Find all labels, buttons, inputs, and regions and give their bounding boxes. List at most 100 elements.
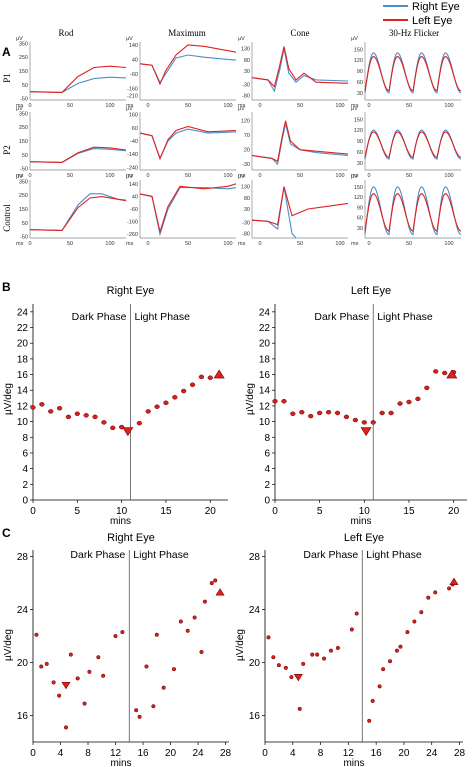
data-point [161, 685, 166, 690]
xtick-label: 4 [290, 748, 296, 759]
ytick-label: 250 [19, 55, 28, 61]
ytick-label: 24 [17, 605, 29, 616]
xtick-label: 15 [160, 506, 172, 517]
data-point [290, 411, 296, 417]
xtick-label: 50 [406, 103, 412, 109]
trace-right-eye [251, 186, 297, 239]
xtick-label: 0 [367, 103, 370, 109]
x-unit-label: ms [238, 173, 246, 179]
data-point [419, 610, 424, 615]
data-point [44, 661, 49, 666]
data-point [310, 652, 315, 657]
xtick-label: 28 [454, 748, 466, 759]
ytick-label: 120 [354, 58, 363, 64]
data-point [207, 375, 213, 380]
ytick-label: 80 [244, 58, 250, 64]
ytick-label: 150 [354, 47, 363, 53]
ytick-label: 50 [22, 153, 28, 159]
data-point [172, 395, 178, 400]
data-point [57, 693, 62, 698]
ytick-label: 80 [244, 196, 250, 202]
data-point [433, 369, 439, 374]
ytick-label: 24 [259, 307, 271, 318]
x-axis-label: mins [350, 516, 371, 527]
xtick-label: 20 [448, 506, 460, 517]
title-c-left-eye: Left Eye [344, 532, 384, 544]
ytick-label: 10 [259, 417, 271, 428]
ytick-label: -80 [242, 232, 250, 238]
ytick-label: 6 [22, 448, 28, 459]
ytick-label: 20 [17, 339, 29, 350]
x-unit-label: ms [238, 241, 246, 247]
xtick-label: 0 [146, 103, 149, 109]
data-point [82, 701, 87, 706]
trace-right-eye [139, 187, 237, 237]
x-axis-label: mins [343, 758, 364, 767]
trace-right-eye [251, 123, 349, 166]
data-point [397, 401, 403, 406]
xtick-label: 4 [58, 748, 64, 759]
x-unit-label: ms [16, 173, 24, 179]
xtick-label: 12 [110, 748, 122, 759]
data-point [325, 409, 332, 415]
data-point [65, 414, 72, 420]
data-point [92, 414, 98, 420]
ytick-label: 150 [19, 69, 28, 75]
ytick-label: 2 [22, 480, 28, 491]
y-unit-label: µV [16, 174, 23, 180]
ytick-label: 150 [19, 139, 28, 145]
ytick-label: 60 [357, 216, 363, 222]
x-unit-label: ms [351, 241, 359, 247]
ytick-label: -30 [242, 82, 250, 88]
xtick-label: 50 [67, 173, 73, 179]
data-point [322, 656, 327, 661]
peak-marker [449, 577, 459, 585]
col-title-cone: Cone [291, 28, 310, 38]
data-point [281, 398, 287, 404]
ytick-label: 120 [354, 195, 363, 201]
ytick-label: 0 [22, 496, 28, 507]
y-unit-label: µV [126, 36, 133, 42]
xtick-label: 100 [223, 241, 232, 247]
xtick-label: 15 [403, 506, 415, 517]
ytick-label: 70 [244, 133, 250, 139]
y-unit-label: µV [16, 36, 23, 42]
legend-right-eye-label: Right Eye [412, 1, 460, 13]
col-title-flicker: 30-Hz Flicker [389, 28, 439, 38]
data-point [163, 400, 169, 406]
data-point [361, 420, 367, 425]
x-unit-label: ms [126, 103, 134, 109]
ytick-label: -260 [127, 232, 138, 238]
data-point [202, 599, 207, 604]
data-point [110, 425, 116, 431]
ytick-label: -40 [130, 139, 138, 145]
ytick-label: 4 [22, 464, 28, 475]
light-phase-label: Light Phase [133, 549, 189, 561]
data-point [388, 659, 393, 664]
xtick-label: 100 [335, 103, 344, 109]
trace-left-eye [251, 120, 349, 163]
ytick-label: -240 [127, 165, 138, 171]
ytick-label: 90 [357, 139, 363, 145]
panel-label-b: B [2, 280, 11, 294]
ytick-label: 20 [17, 658, 29, 669]
trace-left-eye [251, 46, 349, 88]
ytick-label: 60 [132, 126, 138, 132]
data-point [370, 698, 375, 704]
ytick-label: 250 [19, 193, 28, 199]
ytick-label: 20 [249, 658, 261, 669]
x-unit-label: ms [351, 103, 359, 109]
data-point [101, 673, 106, 678]
ytick-label: 24 [17, 307, 29, 318]
data-point [51, 680, 56, 685]
trace-left-eye [29, 65, 127, 93]
ytick-label: 140 [129, 182, 138, 188]
trace-left-eye [139, 44, 237, 86]
data-point [398, 644, 403, 649]
xtick-label: 0 [258, 103, 261, 109]
ytick-label: 8 [22, 433, 28, 444]
y-unit-label: µV [16, 106, 23, 112]
data-point [276, 663, 281, 668]
trace-right-eye [29, 76, 127, 93]
